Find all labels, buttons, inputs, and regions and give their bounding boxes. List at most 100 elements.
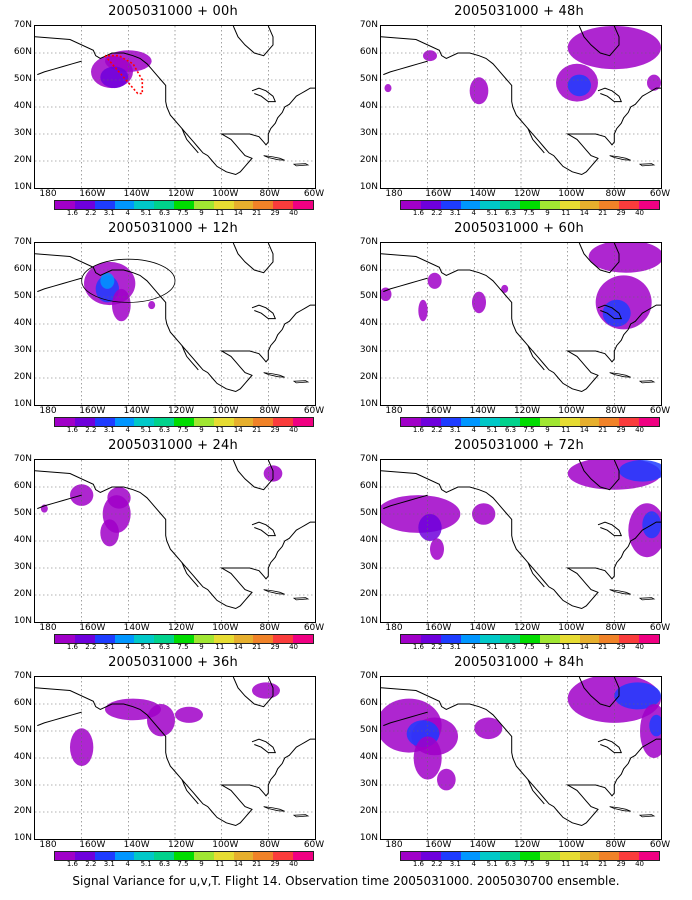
colorbar-swatch <box>579 418 600 426</box>
colorbar-label: 21 <box>252 860 262 868</box>
colorbar-label: 3.1 <box>449 643 461 651</box>
colorbar-label: 14 <box>579 209 589 217</box>
colorbar-swatch <box>114 635 135 643</box>
map-panel-24h: 2005031000 + 24h 70N 60N 50N 40N 30N 20N 10N 18… <box>0 434 346 651</box>
colorbar-label: 14 <box>233 643 243 651</box>
colorbar-swatch <box>599 418 620 426</box>
lon-tick-label: 140W <box>469 406 496 416</box>
colorbar-label: 1.6 <box>412 209 424 217</box>
lon-tick-label: 140W <box>123 623 150 633</box>
lat-tick-label: 20N <box>359 372 378 382</box>
colorbar-label: 6.3 <box>504 426 517 434</box>
coastline <box>578 460 620 491</box>
variance-contour <box>112 288 131 322</box>
colorbar-swatch <box>639 852 659 860</box>
lat-tick-label: 60N <box>359 698 378 708</box>
coastline <box>35 36 315 176</box>
lon-tick-label: 120W <box>167 623 195 633</box>
colorbar-label: 4 <box>125 209 130 217</box>
map-panel-48h: 2005031000 + 48h 70N 60N 50N 40N 30N 20N 10N 18… <box>346 0 692 217</box>
coastline <box>35 470 315 610</box>
colorbar-swatch <box>253 852 274 860</box>
variance-contour <box>474 717 503 740</box>
colorbar-swatch <box>253 201 274 209</box>
colorbar-swatch <box>401 635 421 643</box>
colorbar-label: 21 <box>598 643 608 651</box>
colorbar-swatch <box>55 418 75 426</box>
island <box>263 372 285 378</box>
colorbar-label: 29 <box>616 209 626 217</box>
variance-contour <box>252 682 280 699</box>
colorbar-label: 1.6 <box>66 209 78 217</box>
lon-tick-label: 160W <box>79 189 106 199</box>
colorbar-label: 7.5 <box>177 209 189 217</box>
colorbar-label: 7.5 <box>523 860 535 868</box>
colorbar-label: 11 <box>215 209 225 217</box>
map-panel-12h: 2005031000 + 12h 70N 60N 50N 40N 30N 20N 10N 18… <box>0 217 346 434</box>
lat-tick-label: 70N <box>359 454 378 464</box>
lon-tick-label: 180 <box>39 406 57 416</box>
coastline <box>383 494 428 510</box>
lat-tick-label: 50N <box>359 508 378 518</box>
map-canvas <box>35 243 315 405</box>
island <box>292 380 310 384</box>
lat-tick-label: 20N <box>13 589 32 599</box>
panel-title: 2005031000 + 60h <box>454 221 584 236</box>
colorbar-swatch <box>401 418 421 426</box>
lon-tick-label: 120W <box>513 623 541 633</box>
lat-tick-label: 60N <box>359 47 378 57</box>
colorbar-label: 4 <box>125 426 130 434</box>
colorbar-swatch <box>480 418 501 426</box>
island <box>609 589 631 595</box>
colorbar-swatch <box>440 418 461 426</box>
colorbar-swatch <box>114 201 135 209</box>
colorbar-swatch <box>639 418 659 426</box>
colorbar-label: 2.2 <box>85 209 97 217</box>
colorbar-swatch <box>480 201 501 209</box>
colorbar-swatch <box>193 201 214 209</box>
colorbar-label: 14 <box>579 860 589 868</box>
colorbar <box>400 634 660 644</box>
colorbar-swatch <box>233 635 254 643</box>
variance-contour <box>384 84 392 93</box>
colorbar-label: 9 <box>545 426 550 434</box>
colorbar-label: 9 <box>545 860 550 868</box>
lat-tick-label: 10N <box>359 833 378 843</box>
colorbar-swatch <box>55 852 75 860</box>
colorbar-label: 40 <box>289 426 299 434</box>
colorbar-label: 21 <box>598 426 608 434</box>
colorbar-swatch <box>174 201 194 209</box>
coastline <box>181 345 199 371</box>
lat-tick-label: 60N <box>13 698 32 708</box>
colorbar-label: 5.1 <box>486 426 498 434</box>
colorbar-swatch <box>233 852 254 860</box>
colorbar-label: 14 <box>233 426 243 434</box>
colorbar-label: 29 <box>270 860 280 868</box>
colorbar-swatch <box>500 201 521 209</box>
coastline <box>597 521 623 537</box>
colorbar-swatch <box>213 635 234 643</box>
colorbar-label: 4 <box>125 860 130 868</box>
colorbar-label: 3.1 <box>103 426 115 434</box>
colorbar-swatch <box>539 635 560 643</box>
colorbar-swatch <box>639 635 659 643</box>
lat-tick-label: 30N <box>359 345 378 355</box>
lat-tick-label: 10N <box>359 616 378 626</box>
colorbar-swatch <box>559 418 580 426</box>
lat-tick-label: 10N <box>13 182 32 192</box>
colorbar-swatch <box>539 418 560 426</box>
lat-tick-label: 30N <box>359 779 378 789</box>
colorbar-label: 7.5 <box>523 643 535 651</box>
colorbar-label: 14 <box>579 643 589 651</box>
lat-tick-label: 40N <box>13 318 32 328</box>
colorbar-swatch <box>174 418 194 426</box>
colorbar-swatch <box>94 852 115 860</box>
variance-contour <box>107 487 131 509</box>
colorbar-label: 40 <box>635 860 645 868</box>
lon-tick-label: 60W <box>649 623 671 633</box>
lon-tick-label: 100W <box>212 406 239 416</box>
colorbar-label: 5.1 <box>486 860 498 868</box>
lat-tick-label: 50N <box>13 508 32 518</box>
lon-tick-label: 160W <box>79 623 106 633</box>
island <box>263 806 285 812</box>
